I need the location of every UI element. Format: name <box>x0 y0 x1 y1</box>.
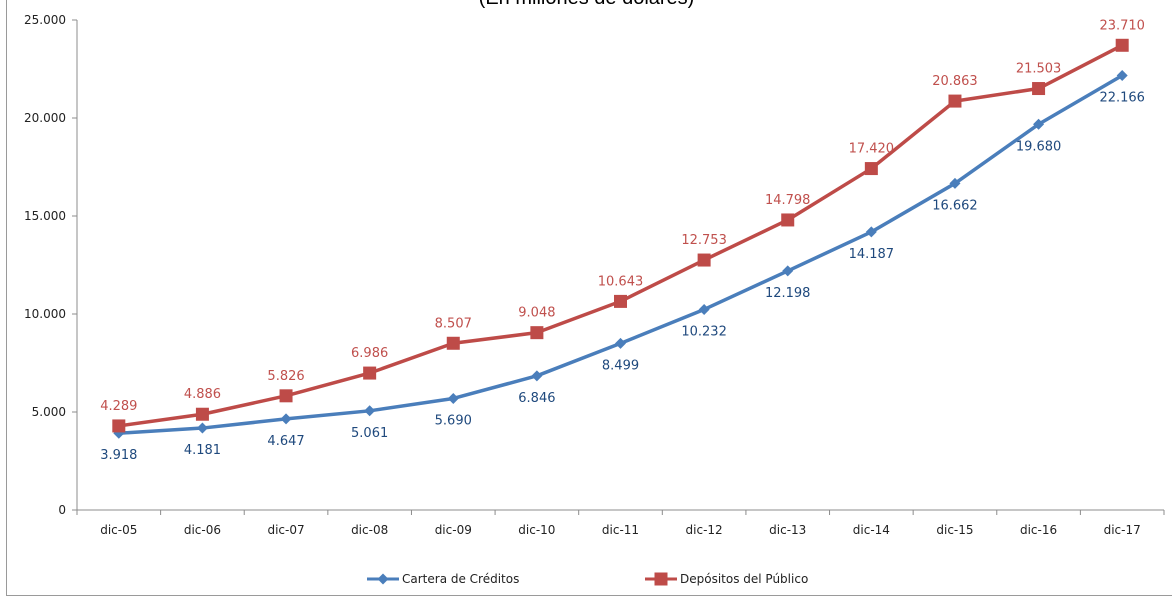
data-label: 21.503 <box>1016 62 1062 77</box>
data-label: 14.187 <box>849 247 895 262</box>
data-point <box>112 419 126 433</box>
data-point <box>949 177 961 189</box>
legend-label: Depósitos del Público <box>680 572 808 586</box>
legend-marker <box>377 573 389 585</box>
data-label: 4.647 <box>267 434 304 449</box>
data-label: 20.863 <box>932 74 978 89</box>
data-point <box>195 407 209 421</box>
data-point <box>196 422 208 434</box>
x-tick-label: dic-05 <box>100 523 137 537</box>
y-tick-label: 20.000 <box>24 111 66 125</box>
data-label: 22.166 <box>1099 91 1145 106</box>
legend-item-depositos: Depósitos del Público <box>645 572 808 586</box>
data-point <box>363 366 377 380</box>
data-label: 16.662 <box>932 198 978 213</box>
data-point <box>781 213 795 227</box>
series-depositos <box>112 38 1129 433</box>
x-tick-label: dic-12 <box>686 523 723 537</box>
x-tick-label: dic-11 <box>602 523 639 537</box>
x-tick-label: dic-07 <box>267 523 304 537</box>
legend-marker <box>654 572 668 586</box>
data-label: 23.710 <box>1099 18 1145 33</box>
data-point <box>1033 118 1045 130</box>
chart-frame <box>6 0 1172 596</box>
data-point <box>615 337 626 349</box>
y-tick-label: 5.000 <box>32 405 66 419</box>
y-tick-label: 15.000 <box>24 209 66 223</box>
data-label: 3.918 <box>100 448 137 463</box>
legend-item-cartera: Cartera de Créditos <box>367 572 519 586</box>
y-tick-label: 10.000 <box>24 307 66 321</box>
x-tick-label: dic-10 <box>518 523 555 537</box>
data-label: 17.420 <box>849 142 895 157</box>
data-point <box>1032 82 1046 96</box>
data-point <box>530 326 544 340</box>
data-point <box>447 392 459 404</box>
data-label: 4.181 <box>184 443 221 458</box>
data-point <box>782 265 794 277</box>
data-point <box>1115 38 1129 52</box>
data-label: 8.507 <box>435 316 472 331</box>
data-point <box>364 405 376 417</box>
legend-label: Cartera de Créditos <box>402 572 519 586</box>
data-label: 12.198 <box>765 286 811 301</box>
data-label: 12.753 <box>681 233 727 248</box>
data-label: 14.798 <box>765 193 811 208</box>
data-point <box>697 253 711 267</box>
data-point <box>614 294 627 308</box>
data-label: 8.499 <box>602 358 639 373</box>
x-tick-label: dic-08 <box>351 523 388 537</box>
data-point <box>698 303 710 315</box>
data-point <box>531 370 543 382</box>
x-tick-label: dic-13 <box>769 523 806 537</box>
data-point <box>865 226 877 238</box>
x-tick-label: dic-16 <box>1020 523 1057 537</box>
x-tick-label: dic-09 <box>435 523 472 537</box>
x-tick-label: dic-15 <box>936 523 973 537</box>
data-label: 5.061 <box>351 426 388 441</box>
data-label: 5.690 <box>435 413 472 428</box>
data-label: 6.846 <box>518 391 555 406</box>
data-label: 4.886 <box>184 387 221 402</box>
series-cartera <box>113 70 1128 439</box>
data-point <box>1116 70 1128 82</box>
data-point <box>280 413 292 425</box>
x-tick-label: dic-14 <box>853 523 890 537</box>
data-point <box>446 336 460 350</box>
data-point <box>279 389 293 403</box>
y-tick-label: 25.000 <box>24 13 66 27</box>
data-label: 9.048 <box>518 306 555 321</box>
y-tick-label: 0 <box>58 503 66 517</box>
data-label: 19.680 <box>1016 139 1062 154</box>
x-tick-label: dic-17 <box>1104 523 1141 537</box>
data-label: 10.232 <box>681 324 727 339</box>
chart-subtitle: (En millones de dólares) <box>0 0 1173 10</box>
data-label: 4.289 <box>100 399 137 414</box>
data-point <box>864 162 878 176</box>
data-point <box>948 94 962 108</box>
data-label: 10.643 <box>598 274 644 289</box>
data-label: 5.826 <box>267 369 304 384</box>
data-label: 6.986 <box>351 346 388 361</box>
x-tick-label: dic-06 <box>184 523 221 537</box>
